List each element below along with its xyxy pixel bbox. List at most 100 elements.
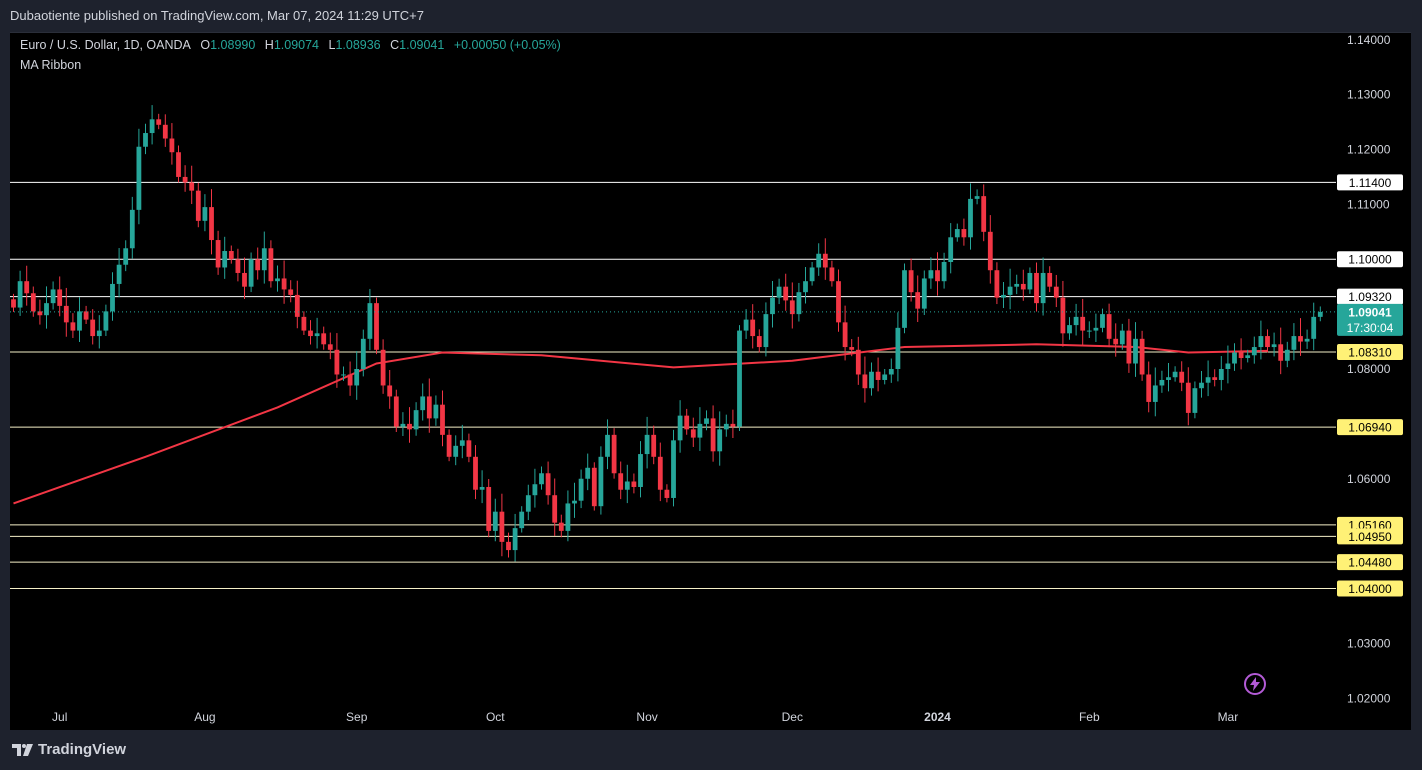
- candle-up[interactable]: [1001, 294, 1006, 298]
- candle-down[interactable]: [393, 396, 399, 427]
- candle-up[interactable]: [1133, 338, 1138, 364]
- candle-up[interactable]: [539, 473, 544, 485]
- candle-down[interactable]: [506, 541, 511, 551]
- candle-up[interactable]: [1027, 272, 1033, 290]
- candle-down[interactable]: [690, 429, 696, 438]
- candle-up[interactable]: [1086, 330, 1092, 332]
- candle-up[interactable]: [776, 286, 782, 298]
- symbol-name[interactable]: Euro / U.S. Dollar, 1D, OANDA: [20, 38, 191, 52]
- candle-up[interactable]: [532, 484, 538, 496]
- candle-down[interactable]: [215, 240, 221, 268]
- candle-up[interactable]: [1258, 336, 1264, 348]
- candle-down[interactable]: [30, 293, 36, 312]
- candle-down[interactable]: [466, 440, 472, 457]
- candle-up[interactable]: [605, 434, 610, 457]
- candle-down[interactable]: [1179, 371, 1185, 383]
- candle-down[interactable]: [37, 311, 43, 316]
- candle-down[interactable]: [862, 374, 868, 389]
- candle-up[interactable]: [77, 311, 82, 331]
- candle-down[interactable]: [789, 300, 795, 315]
- candle-up[interactable]: [143, 133, 148, 147]
- candle-down[interactable]: [288, 289, 294, 295]
- candle-up[interactable]: [1192, 388, 1198, 413]
- candle-up[interactable]: [954, 229, 960, 238]
- candle-down[interactable]: [374, 303, 379, 350]
- candle-up[interactable]: [96, 330, 102, 337]
- candle-up[interactable]: [816, 253, 822, 268]
- candle-up[interactable]: [1199, 382, 1204, 389]
- candle-up[interactable]: [565, 503, 571, 531]
- candle-up[interactable]: [1172, 371, 1178, 378]
- candle-down[interactable]: [1060, 297, 1066, 334]
- candle-up[interactable]: [869, 371, 874, 389]
- candle-down[interactable]: [552, 495, 558, 523]
- candle-down[interactable]: [90, 319, 96, 337]
- candle-down[interactable]: [664, 489, 670, 498]
- candle-up[interactable]: [453, 445, 459, 457]
- candle-up[interactable]: [598, 456, 604, 507]
- candle-up[interactable]: [948, 237, 954, 262]
- candle-down[interactable]: [1126, 330, 1132, 364]
- candle-down[interactable]: [836, 281, 841, 323]
- candle-up[interactable]: [1119, 330, 1125, 345]
- candle-up[interactable]: [525, 495, 531, 512]
- candle-up[interactable]: [1093, 327, 1099, 331]
- candle-up[interactable]: [1073, 316, 1079, 326]
- candle-up[interactable]: [1152, 385, 1158, 402]
- candle-up[interactable]: [770, 297, 775, 315]
- candle-down[interactable]: [301, 316, 307, 331]
- candle-up[interactable]: [248, 259, 254, 287]
- candle-up[interactable]: [1291, 336, 1297, 350]
- candle-down[interactable]: [380, 349, 386, 386]
- candle-down[interactable]: [347, 374, 353, 386]
- candle-down[interactable]: [855, 349, 861, 375]
- candle-up[interactable]: [1007, 286, 1013, 295]
- candle-down[interactable]: [228, 251, 234, 260]
- candle-down[interactable]: [63, 305, 69, 323]
- candle-up[interactable]: [717, 429, 723, 452]
- candle-up[interactable]: [1205, 377, 1211, 383]
- candle-up[interactable]: [519, 511, 525, 529]
- candle-down[interactable]: [730, 423, 736, 427]
- candle-down[interactable]: [24, 281, 30, 294]
- candle-down[interactable]: [242, 272, 247, 287]
- candle-down[interactable]: [294, 294, 300, 317]
- candle-up[interactable]: [895, 327, 901, 369]
- candle-up[interactable]: [1040, 272, 1046, 304]
- candle-up[interactable]: [103, 311, 109, 331]
- candle-up[interactable]: [737, 330, 742, 427]
- candle-down[interactable]: [1053, 286, 1059, 298]
- candle-up[interactable]: [17, 281, 23, 308]
- candle-up[interactable]: [413, 410, 419, 430]
- candle-up[interactable]: [275, 278, 280, 282]
- candle-down[interactable]: [70, 322, 76, 331]
- candle-down[interactable]: [750, 319, 756, 337]
- candle-down[interactable]: [83, 311, 89, 320]
- candle-down[interactable]: [1265, 336, 1270, 348]
- candle-down[interactable]: [169, 138, 175, 153]
- candle-up[interactable]: [1100, 314, 1105, 328]
- candle-up[interactable]: [1271, 344, 1277, 348]
- candle-down[interactable]: [255, 259, 261, 271]
- candle-up[interactable]: [1067, 325, 1072, 334]
- candle-down[interactable]: [1034, 272, 1039, 304]
- candle-up[interactable]: [1311, 316, 1317, 339]
- candle-down[interactable]: [1278, 344, 1284, 361]
- candle-up[interactable]: [354, 369, 360, 386]
- level-price-tag[interactable]: [1337, 174, 1403, 191]
- candle-up[interactable]: [123, 248, 129, 265]
- candle-up[interactable]: [222, 251, 228, 268]
- candle-down[interactable]: [281, 278, 287, 290]
- candle-up[interactable]: [888, 369, 894, 375]
- candle-down[interactable]: [545, 473, 551, 496]
- candle-up[interactable]: [697, 423, 703, 438]
- candle-down[interactable]: [908, 270, 914, 293]
- candle-down[interactable]: [994, 270, 1000, 298]
- candle-down[interactable]: [327, 344, 333, 350]
- candle-down[interactable]: [1238, 352, 1244, 359]
- candle-down[interactable]: [1298, 336, 1303, 342]
- candle-up[interactable]: [420, 396, 426, 411]
- candle-down[interactable]: [235, 259, 241, 273]
- level-price-tag[interactable]: [1337, 251, 1403, 268]
- candle-up[interactable]: [459, 440, 465, 446]
